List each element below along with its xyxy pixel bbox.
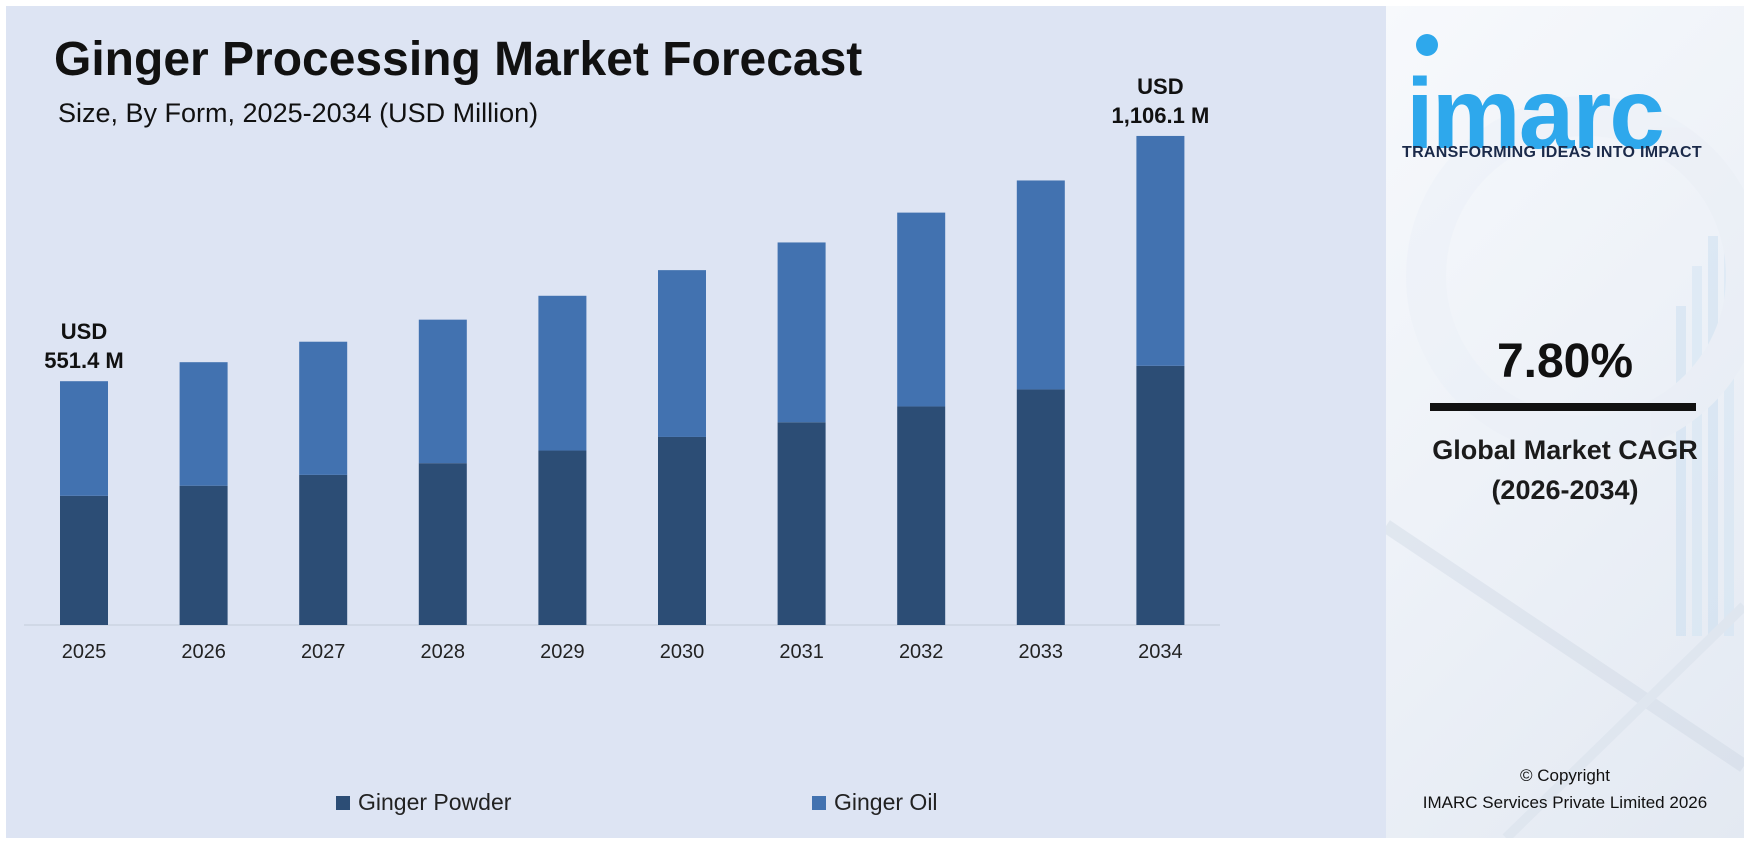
chart-panel: Ginger Processing Market Forecast Size, … — [6, 6, 1386, 838]
side-panel: imarc TRANSFORMING IDEAS INTO IMPACT 7.8… — [1386, 6, 1744, 838]
chart-legend: Ginger Powder Ginger Oil — [6, 789, 1386, 819]
bar-ginger-powder-2025 — [60, 495, 108, 625]
legend-label-ginger-powder: Ginger Powder — [358, 789, 512, 815]
bar-ginger-oil-2026 — [179, 362, 228, 486]
bar-ginger-oil-2025 — [60, 381, 108, 496]
x-tick-label-2034: 2034 — [1138, 641, 1183, 663]
bar-ginger-powder-2031 — [777, 422, 826, 625]
x-tick-label-2026: 2026 — [181, 641, 226, 663]
x-tick-label-2029: 2029 — [540, 641, 585, 663]
annotation-2034-line2: 1,106.1 M — [1111, 103, 1209, 128]
legend-item-ginger-oil: Ginger Oil — [812, 789, 938, 816]
bar-ginger-powder-2027 — [299, 474, 348, 625]
annotation-2025-line2: 551.4 M — [44, 348, 124, 373]
legend-item-ginger-powder: Ginger Powder — [336, 789, 511, 816]
bar-ginger-powder-2029 — [538, 450, 587, 625]
brand-tagline: TRANSFORMING IDEAS INTO IMPACT — [1402, 144, 1702, 161]
logo-wordmark: imarc — [1406, 58, 1665, 170]
x-tick-label-2031: 2031 — [779, 641, 824, 663]
bar-chart: 2025 2026 2027 2028 2029 2030 2031 2032 2033 2034… — [24, 74, 1220, 663]
bar-ginger-powder-2034 — [1136, 365, 1185, 625]
bar-ginger-powder-2033 — [1016, 389, 1065, 625]
x-tick-label-2025: 2025 — [62, 641, 107, 663]
chart-title: Ginger Processing Market Forecast — [54, 33, 863, 86]
x-tick-label-2030: 2030 — [660, 641, 705, 663]
legend-swatch-ginger-oil — [812, 795, 826, 810]
copyright-line2: IMARC Services Private Limited 2026 — [1422, 793, 1708, 812]
annotation-2034-line1: USD — [1137, 74, 1183, 99]
legend-label-ginger-oil: Ginger Oil — [834, 789, 938, 815]
bar-ginger-oil-2031 — [777, 242, 826, 423]
x-tick-label-2028: 2028 — [421, 641, 466, 663]
x-tick-label-2033: 2033 — [1019, 641, 1064, 663]
bar-ginger-powder-2026 — [179, 485, 228, 625]
legend-swatch-ginger-powder — [336, 795, 350, 810]
logo-dot-icon — [1416, 34, 1438, 56]
chart-subtitle: Size, By Form, 2025-2034 (USD Million) — [58, 98, 539, 128]
decorative-background-icon — [1386, 96, 1744, 838]
x-tick-label-2032: 2032 — [899, 641, 944, 663]
bar-ginger-oil-2030 — [658, 270, 706, 437]
cagr-divider — [1430, 403, 1696, 411]
bar-ginger-powder-2028 — [418, 463, 467, 625]
cagr-label-line2: (2026-2034) — [1491, 475, 1639, 505]
annotation-2025-line1: USD — [61, 319, 107, 344]
bar-ginger-powder-2032 — [897, 406, 946, 625]
copyright-notice: © Copyright IMARC Services Private Limit… — [1386, 762, 1744, 816]
imarc-logo: imarc — [1406, 34, 1736, 164]
bar-ginger-oil-2027 — [299, 341, 348, 475]
bar-ginger-powder-2030 — [658, 436, 706, 625]
bar-ginger-oil-2033 — [1016, 180, 1065, 390]
cagr-label: Global Market CAGR (2026-2034) — [1386, 430, 1744, 510]
cagr-value: 7.80% — [1496, 335, 1634, 388]
bar-ginger-oil-2029 — [538, 295, 587, 451]
bar-ginger-oil-2032 — [897, 212, 946, 407]
bar-ginger-oil-2028 — [418, 319, 467, 464]
bar-ginger-oil-2034 — [1136, 135, 1185, 366]
cagr-label-line1: Global Market CAGR — [1432, 435, 1698, 465]
x-tick-label-2027: 2027 — [301, 641, 346, 663]
copyright-line1: © Copyright — [1519, 766, 1610, 785]
